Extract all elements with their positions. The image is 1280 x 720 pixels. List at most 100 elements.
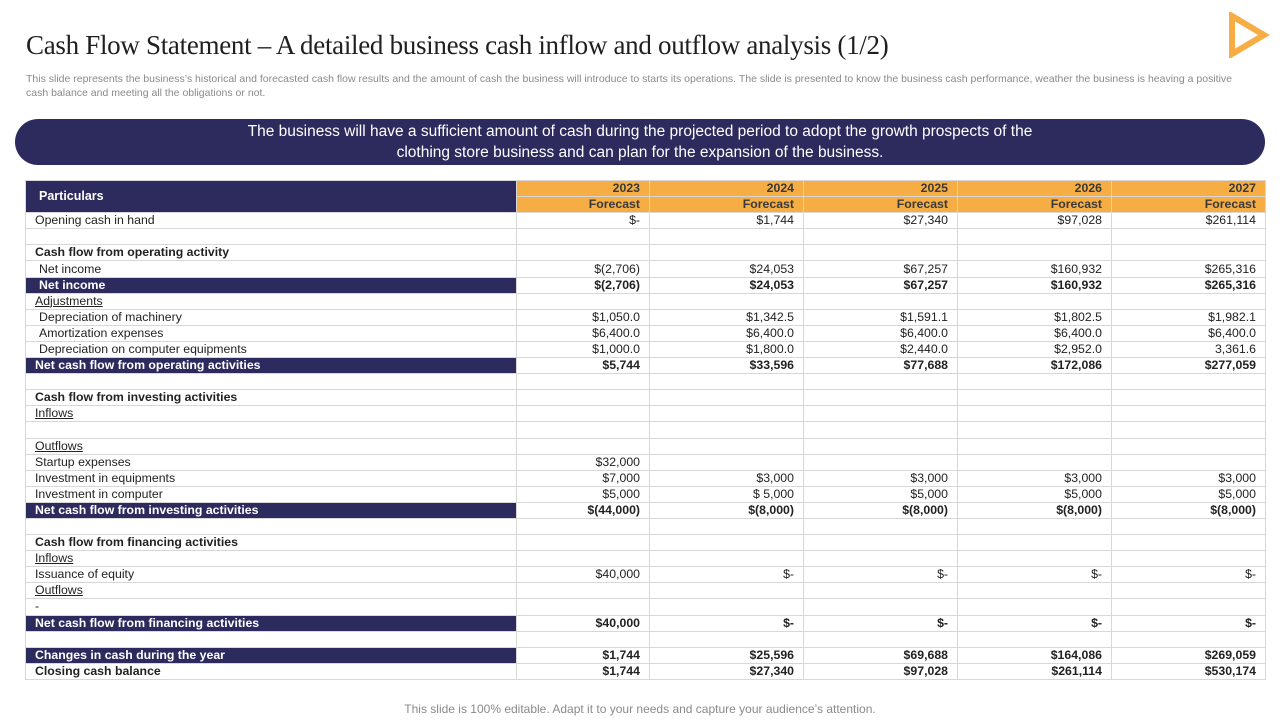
- cell-value: $1,802.5: [957, 308, 1112, 326]
- cell-value: [957, 389, 1112, 407]
- row-label-text: Depreciation of machinery: [39, 309, 182, 324]
- row-label: -: [25, 598, 517, 616]
- row-label-text: Closing cash balance: [35, 663, 161, 678]
- row-label-text: Outflows: [35, 583, 83, 598]
- row-label: Cash flow from investing activities: [25, 389, 517, 407]
- table-row: [25, 517, 1266, 536]
- table-row: Investment in equipments $7,000 $3,000 $3,0…: [25, 469, 1266, 487]
- summary-banner-text: The business will have a sufficient amou…: [247, 123, 1033, 161]
- table-row: Cash flow from investing activities: [25, 389, 1266, 407]
- cell-value: [957, 244, 1112, 262]
- row-label: Opening cash in hand: [25, 212, 517, 230]
- cell-value: $33,596: [649, 357, 804, 375]
- cell-value: [516, 534, 650, 552]
- row-label: [25, 630, 517, 648]
- cell-value: $160,932: [957, 260, 1112, 278]
- cell-value: $5,000: [516, 485, 650, 503]
- row-label: Net cash flow from operating activities: [25, 357, 517, 375]
- cell-value: [957, 292, 1112, 310]
- cell-value: $40,000: [516, 566, 650, 584]
- play-triangle-icon: [1229, 12, 1270, 58]
- table-row: Adjustments: [25, 292, 1266, 310]
- cell-value: [1111, 228, 1266, 246]
- cell-value: [649, 534, 804, 552]
- cell-value: $6,400.0: [516, 324, 650, 342]
- cell-value: $-: [649, 614, 804, 632]
- row-label: Inflows: [25, 550, 517, 568]
- row-label-text: Net cash flow from investing activities: [35, 502, 259, 517]
- cell-value: [957, 437, 1112, 455]
- cell-value: [516, 421, 650, 439]
- row-label: Adjustments: [25, 292, 517, 310]
- table-row: Depreciation of machinery $1,050.0 $1,342.…: [25, 308, 1266, 326]
- summary-banner: The business will have a sufficient amou…: [15, 119, 1265, 165]
- row-label-text: Opening cash in hand: [35, 213, 155, 228]
- row-label: Amortization expenses: [25, 324, 517, 342]
- cell-value: [803, 228, 958, 246]
- row-label-text: Cash flow from operating activity: [35, 245, 230, 260]
- header-forecast: Forecast: [649, 196, 804, 214]
- cell-value: $6,400.0: [957, 324, 1112, 342]
- cell-value: $-: [1111, 566, 1266, 584]
- row-label-text: Issuance of equity: [35, 567, 135, 582]
- cell-value: [957, 517, 1112, 536]
- cell-value: $-: [957, 614, 1112, 632]
- cell-value: [1111, 389, 1266, 407]
- table-row: Net income $(2,706) $24,053 $67,257 $160,932…: [25, 260, 1266, 278]
- cell-value: [516, 630, 650, 648]
- row-label-text: Depreciation on computer equipments: [39, 341, 247, 356]
- cell-value: [803, 405, 958, 423]
- cell-value: [803, 389, 958, 407]
- table-row: Changes in cash during the year $1,744 $25…: [25, 646, 1266, 664]
- cell-value: [649, 292, 804, 310]
- cell-value: [516, 582, 650, 600]
- cell-value: [516, 405, 650, 423]
- cell-value: $6,400.0: [1111, 324, 1266, 342]
- row-label-text: Net income: [39, 261, 102, 276]
- cell-value: [1111, 292, 1266, 310]
- table-row: [25, 373, 1266, 391]
- header-year: 2027: [1111, 179, 1266, 198]
- cell-value: [803, 534, 958, 552]
- cell-value: [1111, 630, 1266, 648]
- row-label: Changes in cash during the year: [25, 646, 517, 664]
- row-label: Net cash flow from investing activities: [25, 501, 517, 519]
- slide-description: This slide represents the business’s his…: [26, 73, 1233, 99]
- cell-value: [1111, 598, 1266, 616]
- cell-value: $6,400.0: [649, 324, 804, 342]
- cell-value: [957, 630, 1112, 648]
- cell-value: [957, 550, 1112, 568]
- cell-value: $3,000: [649, 469, 804, 487]
- cell-value: [1111, 453, 1266, 471]
- row-label: [25, 373, 517, 391]
- row-label: [25, 228, 517, 246]
- cell-value: [803, 373, 958, 391]
- cell-value: [957, 228, 1112, 246]
- row-label-text: Cash flow from investing activities: [35, 390, 238, 405]
- table-row: [25, 228, 1266, 246]
- cell-value: [803, 630, 958, 648]
- table-row: -: [25, 598, 1266, 616]
- row-label: Net cash flow from financing activities: [25, 614, 517, 632]
- cell-value: [957, 582, 1112, 600]
- cell-value: [516, 550, 650, 568]
- table-row: Net cash flow from operating activities $…: [25, 357, 1266, 375]
- cell-value: [803, 421, 958, 439]
- row-label-text: Changes in cash during the year: [35, 647, 225, 662]
- table-row: Closing cash balance $1,744 $27,340 $97,028…: [25, 662, 1266, 680]
- row-label: Issuance of equity: [25, 566, 517, 584]
- cell-value: [1111, 517, 1266, 536]
- row-label-text: Net cash flow from financing activities: [35, 615, 260, 630]
- cell-value: $5,000: [803, 485, 958, 503]
- cell-value: $97,028: [957, 212, 1112, 230]
- row-label: Cash flow from operating activity: [25, 244, 517, 262]
- page-title: Cash Flow Statement – A detailed busines…: [26, 30, 889, 60]
- cell-value: $1,744: [649, 212, 804, 230]
- cash-flow-table: Particulars 2023 2024 2025 2026 2027 For…: [25, 179, 1266, 680]
- cell-value: $24,053: [649, 276, 804, 294]
- cell-value: [649, 598, 804, 616]
- table-row: Outflows: [25, 582, 1266, 600]
- cell-value: $(44,000): [516, 501, 650, 519]
- cell-value: [1111, 405, 1266, 423]
- cell-value: [516, 244, 650, 262]
